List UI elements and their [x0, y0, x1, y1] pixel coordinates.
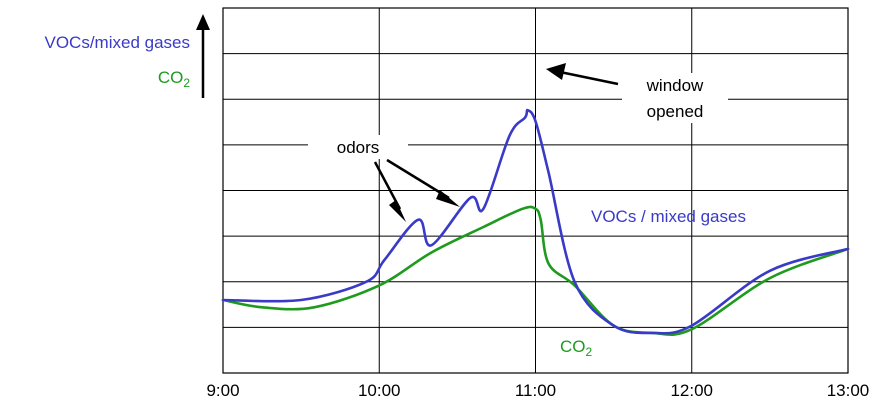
vocs-series-line: [221, 108, 850, 335]
odors-arrow-2: [386, 158, 460, 207]
window-label-box: [622, 73, 728, 123]
plot-border: [222, 7, 849, 374]
x-tick-label: 12:00: [670, 381, 713, 400]
odors-label-box: [308, 135, 408, 159]
x-tick-label: 9:00: [206, 381, 239, 400]
vocs-series-label: VOCs / mixed gases: [591, 207, 746, 226]
co2-label-box: [551, 333, 603, 359]
x-tick-label: 10:00: [358, 381, 401, 400]
y-axis-label-vocs: VOCs/mixed gases: [45, 33, 191, 52]
window-label-line1: window: [646, 76, 704, 95]
co2-series-label: CO2: [560, 337, 593, 359]
odors-label: odors: [337, 138, 380, 157]
x-tick-label: 13:00: [827, 381, 870, 400]
y-axis-arrow: [196, 14, 210, 98]
series-layer: [221, 108, 850, 336]
y-axis-label-co2-sub: 2: [183, 76, 190, 90]
window-arrow: [546, 63, 619, 86]
plot-frame: [222, 7, 849, 374]
co2-series-label-sub: 2: [586, 345, 593, 359]
odors-arrow-1: [373, 161, 406, 222]
grid: [223, 8, 848, 373]
x-tick-label: 11:00: [515, 381, 556, 400]
y-axis-label-co2: CO2: [158, 68, 191, 90]
y-axis-label-co2-main: CO: [158, 68, 184, 87]
co2-series-line: [221, 205, 850, 336]
x-axis-ticks: 9:00 10:00 11:00 12:00 13:00: [206, 381, 869, 400]
window-label-line2: opened: [647, 102, 704, 121]
co2-series-label-main: CO: [560, 337, 586, 356]
